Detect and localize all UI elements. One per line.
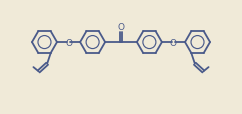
Text: O: O (65, 38, 72, 47)
Text: O: O (170, 38, 177, 47)
Text: O: O (118, 22, 124, 31)
